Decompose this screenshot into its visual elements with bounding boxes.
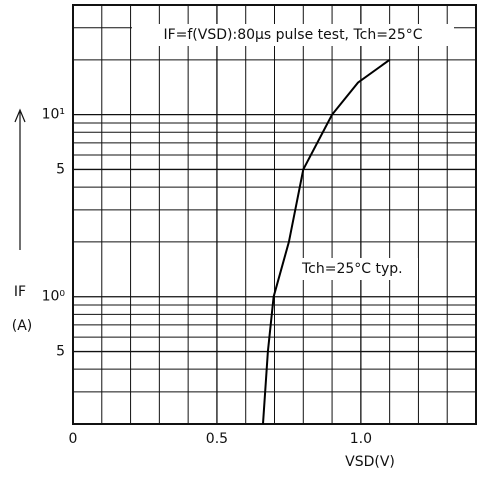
x-tick-label: 0.5 (206, 431, 228, 447)
y-unit: (A) (12, 318, 33, 334)
annotation-bg (298, 258, 418, 280)
x-axis-label: VSD(V) (345, 454, 395, 470)
y-tick-label: 5 (56, 344, 65, 360)
chart-title: IF=f(VSD):80μs pulse test, Tch=25°C (163, 27, 422, 43)
x-tick-label: 0 (69, 431, 78, 447)
annotation: Tch=25°C typ. (301, 261, 403, 277)
y-arrow-head (14, 108, 26, 123)
y-axis-label: IF (14, 284, 26, 300)
y-tick-label: 10¹ (42, 107, 65, 123)
plot-frame (72, 4, 477, 425)
y-tick-label: 5 (56, 161, 65, 177)
x-tick-label: 1.0 (350, 431, 372, 447)
data-line (261, 59, 391, 425)
y-tick-label: 10⁰ (42, 289, 66, 305)
title-bg (132, 24, 454, 46)
